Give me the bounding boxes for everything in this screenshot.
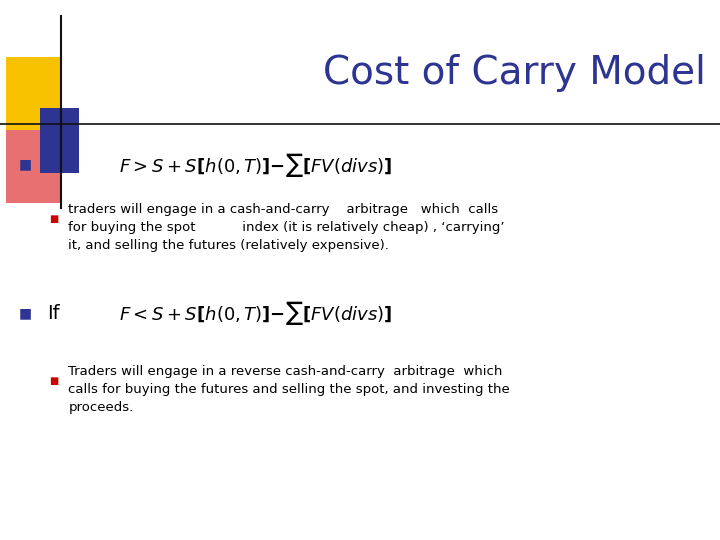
Text: If: If	[47, 155, 60, 174]
Text: If: If	[47, 303, 60, 323]
Text: ■: ■	[50, 214, 58, 224]
Text: $\mathit{F} < \mathit{S} + \mathit{S}\mathbf{[}\mathit{h}(0,\mathit{T})\mathbf{]: $\mathit{F} < \mathit{S} + \mathit{S}\ma…	[119, 299, 392, 327]
Text: $\mathit{F} > \mathit{S} + \mathit{S}\mathbf{[}\mathit{h}(0,\mathit{T})\mathbf{]: $\mathit{F} > \mathit{S} + \mathit{S}\ma…	[119, 151, 392, 179]
Text: Cost of Carry Model: Cost of Carry Model	[323, 54, 706, 92]
Text: Traders will engage in a reverse cash-and-carry  arbitrage  which
calls for buyi: Traders will engage in a reverse cash-an…	[68, 364, 510, 415]
Text: ■: ■	[19, 158, 32, 172]
Bar	[6, 57, 60, 130]
Text: ■: ■	[19, 306, 32, 320]
Bar	[40, 108, 79, 173]
Text: ■: ■	[50, 376, 58, 386]
Text: traders will engage in a cash-and-carry    arbitrage   which  calls
for buying t: traders will engage in a cash-and-carry …	[68, 202, 505, 253]
Bar	[6, 130, 60, 202]
